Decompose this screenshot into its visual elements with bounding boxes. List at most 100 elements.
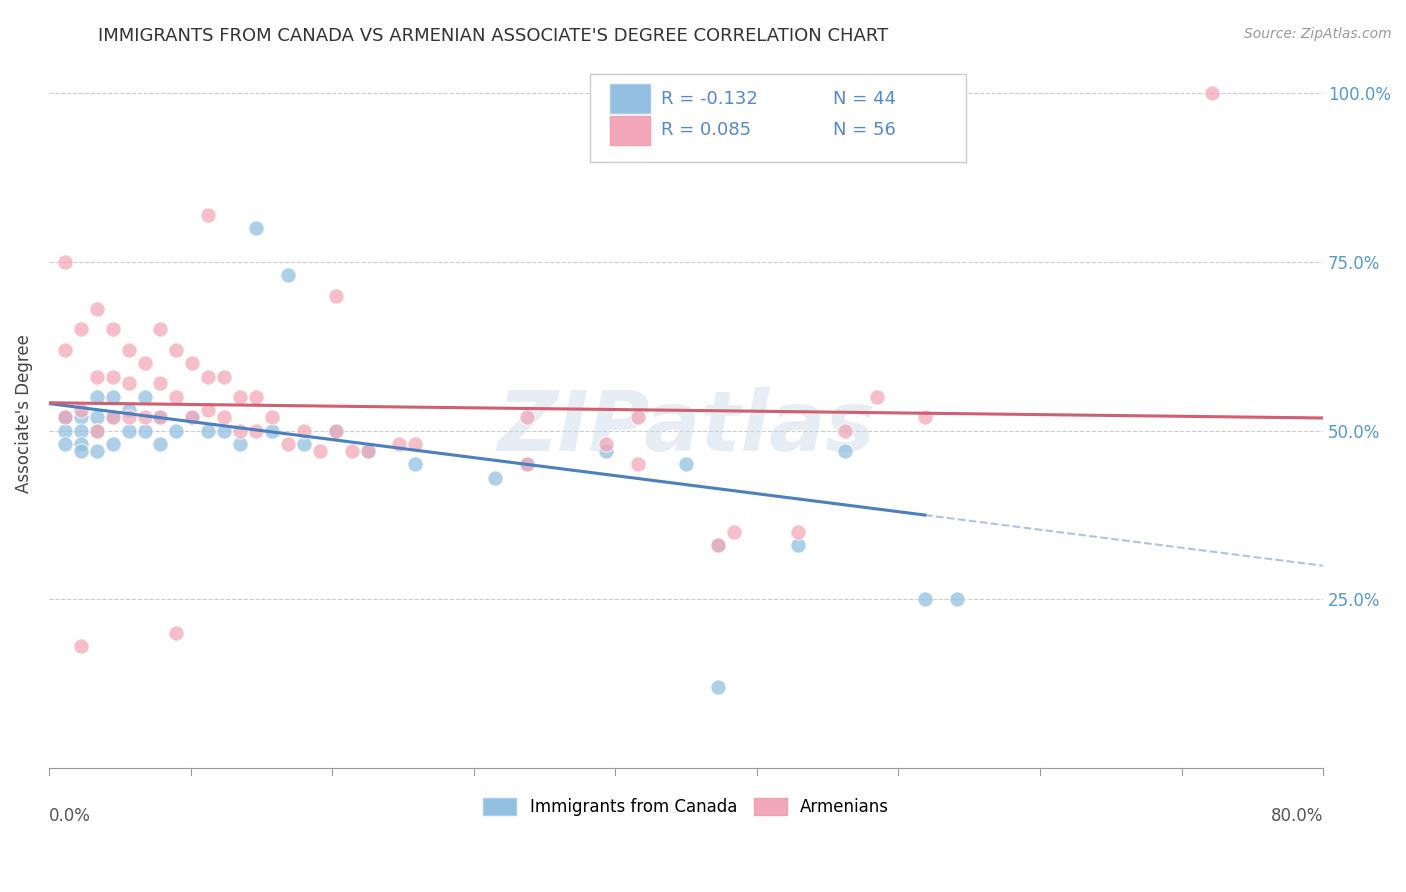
Point — [866, 390, 889, 404]
Point — [245, 390, 267, 404]
Point — [165, 390, 187, 404]
Point — [292, 424, 315, 438]
Text: Source: ZipAtlas.com: Source: ZipAtlas.com — [1244, 27, 1392, 41]
Point — [101, 390, 124, 404]
FancyBboxPatch shape — [610, 116, 651, 145]
Point — [786, 524, 808, 539]
Point — [134, 424, 156, 438]
Point — [946, 592, 969, 607]
Point — [229, 390, 252, 404]
Point — [292, 437, 315, 451]
Point — [117, 410, 139, 425]
Point — [165, 343, 187, 357]
Point — [277, 268, 299, 283]
Point — [117, 376, 139, 391]
Point — [229, 437, 252, 451]
Text: N = 44: N = 44 — [832, 89, 896, 108]
Point — [308, 443, 330, 458]
Point — [627, 457, 650, 471]
Point — [101, 369, 124, 384]
Point — [212, 424, 235, 438]
Point — [86, 369, 108, 384]
Point — [914, 410, 936, 425]
Point — [707, 538, 730, 552]
Point — [356, 443, 378, 458]
Point — [53, 424, 76, 438]
Point — [197, 403, 219, 417]
Point — [149, 376, 172, 391]
Point — [149, 410, 172, 425]
Point — [325, 288, 347, 302]
Point — [197, 208, 219, 222]
Point — [707, 538, 730, 552]
Point — [117, 403, 139, 417]
Point — [212, 410, 235, 425]
Point — [1201, 87, 1223, 101]
Point — [340, 443, 363, 458]
Point — [595, 443, 617, 458]
Point — [69, 640, 91, 654]
Point — [149, 410, 172, 425]
Point — [53, 410, 76, 425]
Point — [134, 410, 156, 425]
Point — [134, 356, 156, 370]
Point — [595, 437, 617, 451]
Point — [69, 322, 91, 336]
Point — [86, 443, 108, 458]
Point — [69, 437, 91, 451]
Point — [212, 369, 235, 384]
Point — [260, 424, 283, 438]
Point — [723, 524, 745, 539]
Point — [516, 410, 538, 425]
Point — [229, 424, 252, 438]
Point — [86, 302, 108, 317]
Point — [388, 437, 411, 451]
Point — [69, 403, 91, 417]
Point — [149, 322, 172, 336]
Point — [325, 424, 347, 438]
Point — [149, 437, 172, 451]
FancyBboxPatch shape — [610, 85, 651, 112]
Point — [834, 443, 856, 458]
Point — [516, 457, 538, 471]
Point — [101, 410, 124, 425]
Point — [404, 437, 426, 451]
Point — [69, 410, 91, 425]
Point — [53, 410, 76, 425]
Point — [627, 410, 650, 425]
Point — [197, 424, 219, 438]
Point — [245, 221, 267, 235]
Point — [245, 424, 267, 438]
Y-axis label: Associate's Degree: Associate's Degree — [15, 334, 32, 493]
Point — [834, 424, 856, 438]
Text: IMMIGRANTS FROM CANADA VS ARMENIAN ASSOCIATE'S DEGREE CORRELATION CHART: IMMIGRANTS FROM CANADA VS ARMENIAN ASSOC… — [98, 27, 889, 45]
Point — [134, 390, 156, 404]
Text: N = 56: N = 56 — [832, 121, 896, 139]
Point — [675, 457, 697, 471]
Point — [181, 410, 204, 425]
Point — [484, 471, 506, 485]
Legend: Immigrants from Canada, Armenians: Immigrants from Canada, Armenians — [477, 791, 896, 823]
Text: ZIPatlas: ZIPatlas — [498, 387, 875, 468]
Point — [53, 437, 76, 451]
Point — [516, 457, 538, 471]
Point — [356, 443, 378, 458]
Point — [914, 592, 936, 607]
Point — [260, 410, 283, 425]
Point — [197, 369, 219, 384]
Point — [86, 424, 108, 438]
Text: 80.0%: 80.0% — [1271, 806, 1323, 824]
Point — [117, 343, 139, 357]
Point — [165, 424, 187, 438]
Point — [325, 424, 347, 438]
Point — [165, 625, 187, 640]
Point — [86, 410, 108, 425]
Point — [117, 424, 139, 438]
Point — [101, 410, 124, 425]
Point — [69, 443, 91, 458]
Point — [86, 390, 108, 404]
Point — [181, 356, 204, 370]
Point — [643, 87, 665, 101]
Text: R = -0.132: R = -0.132 — [661, 89, 758, 108]
Point — [181, 410, 204, 425]
